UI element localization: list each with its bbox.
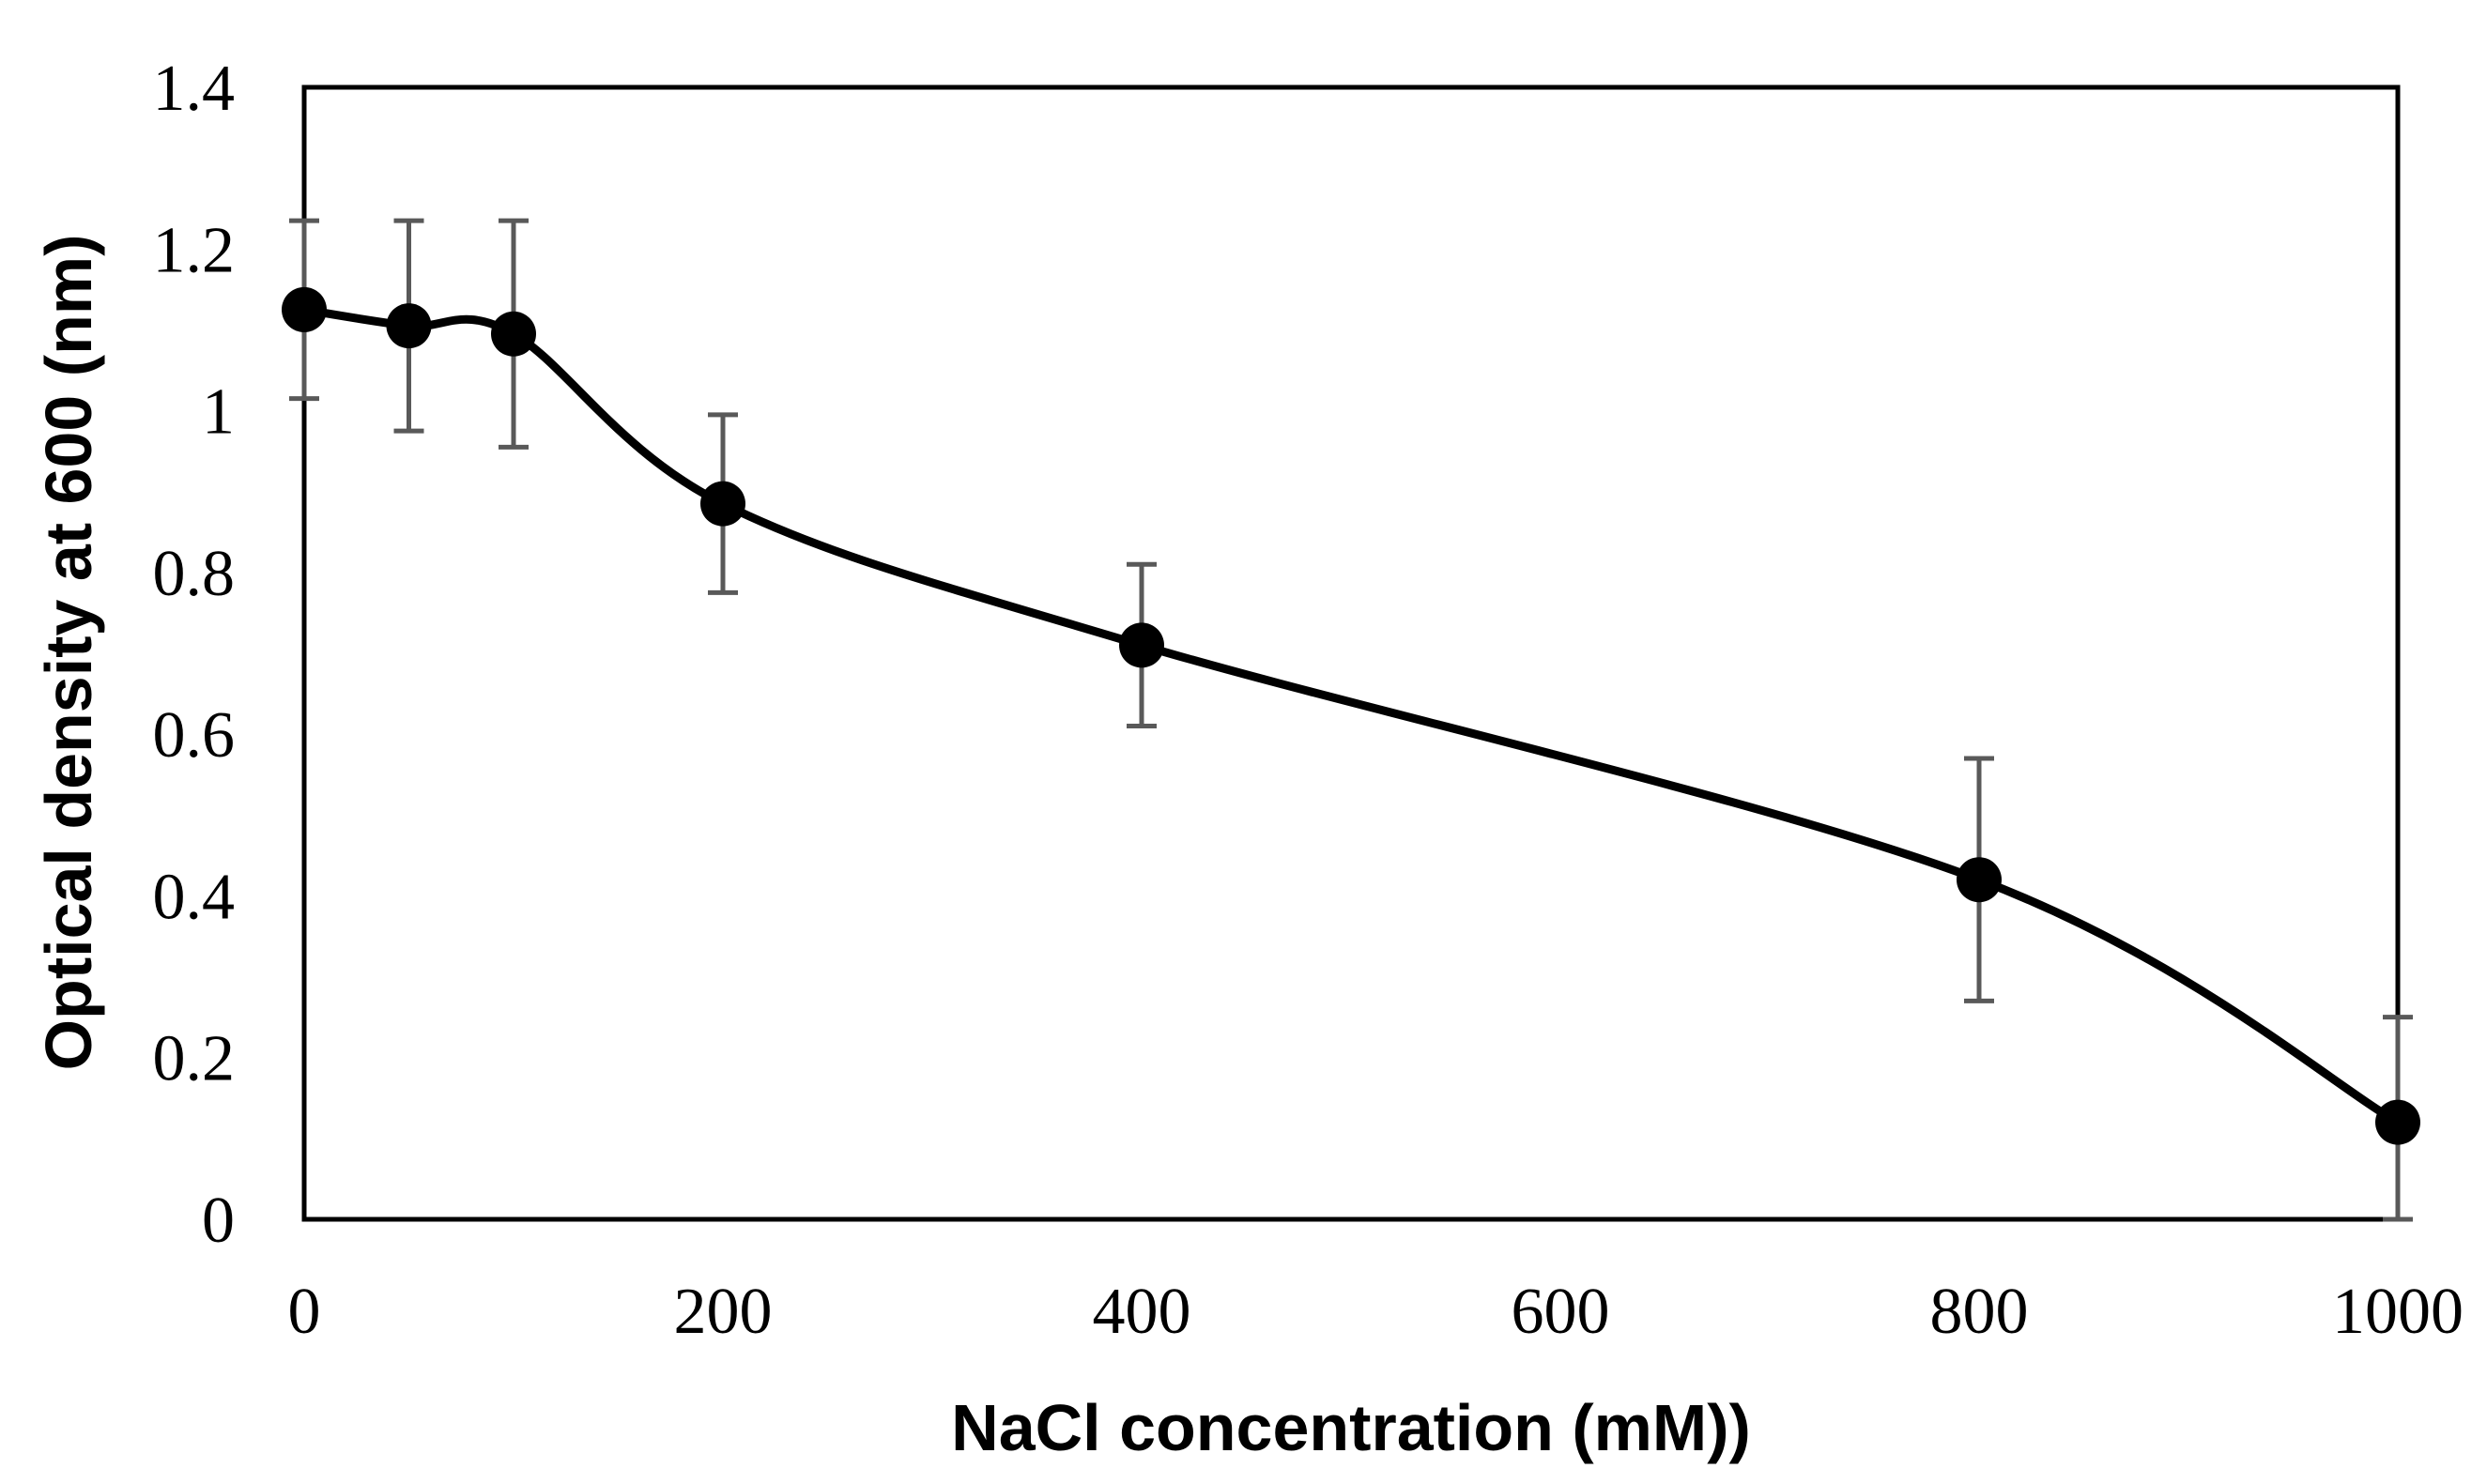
data-point xyxy=(1957,857,2002,903)
y-tick-label: 1.4 xyxy=(153,53,236,125)
y-tick-label: 0 xyxy=(202,1185,235,1257)
x-tick-label: 400 xyxy=(1093,1276,1191,1348)
x-axis-title: NaCl concentration (mM)) xyxy=(951,1391,1751,1464)
data-point xyxy=(491,311,536,357)
x-tick-label: 0 xyxy=(288,1276,321,1348)
y-tick-label: 0.2 xyxy=(153,1023,236,1095)
data-points xyxy=(282,286,2420,1145)
y-tick-label: 0.8 xyxy=(153,538,236,610)
y-axis-title: Optical density at 600 (nm) xyxy=(32,235,105,1071)
data-point xyxy=(2375,1099,2420,1145)
y-tick-label: 0.4 xyxy=(153,861,236,933)
y-tick-label: 1.2 xyxy=(153,214,236,286)
series-line xyxy=(299,305,2403,1127)
error-bars xyxy=(289,218,2413,1222)
data-point xyxy=(386,303,432,349)
data-point xyxy=(700,481,745,527)
plot-area-frame xyxy=(301,84,2401,1222)
data-point xyxy=(1119,622,1164,668)
y-tick-label: 1 xyxy=(202,376,235,449)
x-tick-label: 600 xyxy=(1512,1276,1610,1348)
x-tick-label: 1000 xyxy=(2332,1276,2464,1348)
y-tick-label: 0.6 xyxy=(153,699,236,772)
x-axis-ticks: 0 200 400 600 800 1000 xyxy=(288,1276,2464,1348)
data-point xyxy=(282,286,327,332)
y-axis-ticks: 0 0.2 0.4 0.6 0.8 1 1.2 1.4 xyxy=(153,53,236,1257)
x-tick-label: 200 xyxy=(674,1276,773,1348)
x-tick-label: 800 xyxy=(1930,1276,2029,1348)
